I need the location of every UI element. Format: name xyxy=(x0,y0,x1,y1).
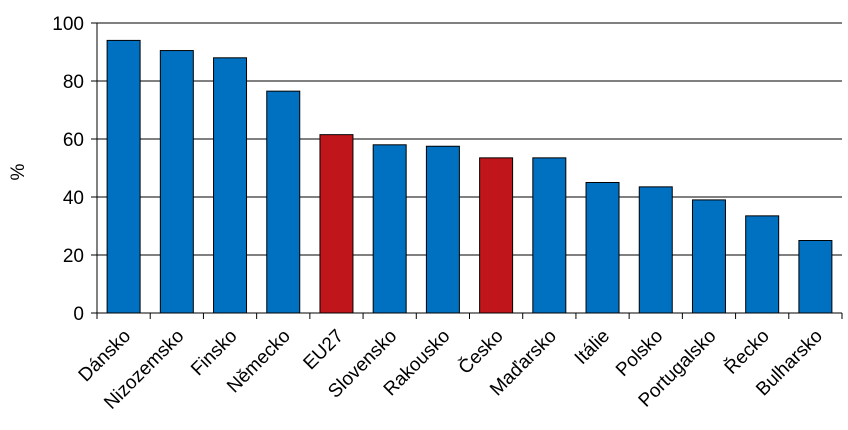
x-tick-label: Česko xyxy=(454,325,508,379)
bar-7 xyxy=(479,157,514,314)
bar-11 xyxy=(691,199,726,314)
bar-13 xyxy=(798,240,833,314)
bar-4 xyxy=(319,134,354,314)
y-tick-labels: 0 20 40 60 80 100 xyxy=(52,14,84,325)
bar-5 xyxy=(372,144,407,314)
y-tick-label: 20 xyxy=(63,246,84,267)
bar-8 xyxy=(532,157,567,314)
bar-10 xyxy=(638,186,673,314)
y-tick-label: 80 xyxy=(63,72,84,93)
y-tick-label: 60 xyxy=(63,130,84,151)
x-tick-label: Řecko xyxy=(720,325,774,379)
y-tick-label: 0 xyxy=(73,304,84,325)
bar-6 xyxy=(425,145,460,314)
bar-12 xyxy=(745,215,780,314)
y-tick-label: 40 xyxy=(63,188,84,209)
bar-3 xyxy=(266,90,301,314)
bars xyxy=(106,39,833,314)
y-axis-title: % xyxy=(8,163,29,180)
y-tick-label: 100 xyxy=(52,14,84,35)
bar-9 xyxy=(585,182,620,314)
bar-2 xyxy=(213,57,248,314)
x-tick-label: EU27 xyxy=(300,326,348,374)
bar-1 xyxy=(159,50,194,314)
x-tick-label: Itálie xyxy=(571,326,614,369)
axes xyxy=(91,22,843,319)
bar-0 xyxy=(106,39,141,314)
gridlines xyxy=(97,22,842,256)
